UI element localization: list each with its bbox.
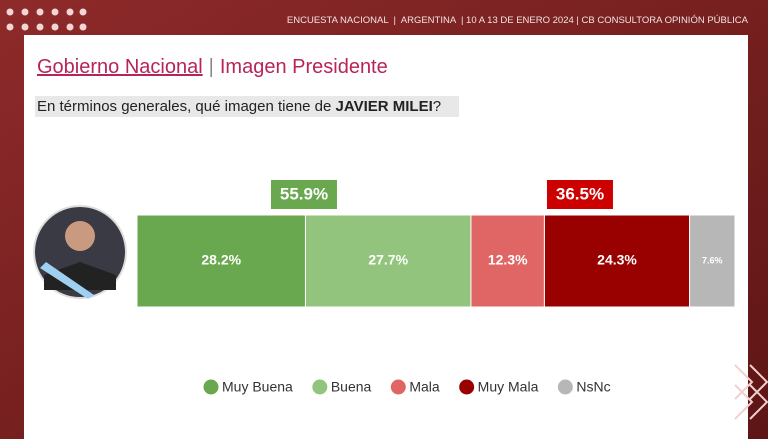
- value-label: 24.3%: [597, 252, 637, 268]
- legend-swatch: [557, 379, 573, 395]
- question-mark: ?: [433, 98, 441, 115]
- legend-label: Muy Buena: [222, 379, 293, 395]
- photo-sash: [40, 262, 94, 299]
- bar-segment: [304, 214, 472, 308]
- question: En términos generales, qué imagen tiene …: [37, 98, 441, 115]
- dots: [6, 8, 87, 31]
- title-main: Gobierno Nacional: [37, 56, 203, 78]
- photo-suit: [44, 262, 116, 290]
- question-text: En términos generales, qué imagen tiene …: [37, 98, 336, 115]
- bar-segment: [689, 214, 736, 308]
- question-name: JAVIER MILEI: [336, 98, 433, 115]
- total-box: [270, 180, 337, 209]
- legend-label: NsNc: [576, 379, 610, 395]
- header: ENCUESTA NACIONAL | ARGENTINA | 10 A 13 …: [287, 15, 749, 26]
- value-label: 27.7%: [368, 252, 408, 268]
- value-label: 7.6%: [702, 255, 723, 265]
- value-label: 12.3%: [488, 252, 528, 268]
- legend-swatch: [203, 379, 219, 395]
- title-sub: Imagen Presidente: [220, 56, 388, 78]
- deco: [734, 364, 768, 420]
- question-bg: [35, 96, 459, 117]
- total-label: 36.5%: [556, 184, 604, 203]
- total-label: 55.9%: [280, 184, 328, 203]
- legend-swatch: [459, 379, 475, 395]
- legend-swatch: [312, 379, 328, 395]
- legend-swatch: [390, 379, 406, 395]
- legend-label: Muy Mala: [478, 379, 539, 395]
- legend-label: Mala: [409, 379, 440, 395]
- bar-segment: [543, 214, 691, 308]
- title: Gobierno Nacional | Imagen Presidente: [37, 56, 388, 78]
- title-sep: |: [209, 56, 214, 78]
- total-box: [546, 180, 613, 209]
- photo-face: [65, 221, 95, 251]
- legend-label: Buena: [331, 379, 372, 395]
- value-label: 28.2%: [201, 252, 241, 268]
- bar-segment: [136, 214, 306, 308]
